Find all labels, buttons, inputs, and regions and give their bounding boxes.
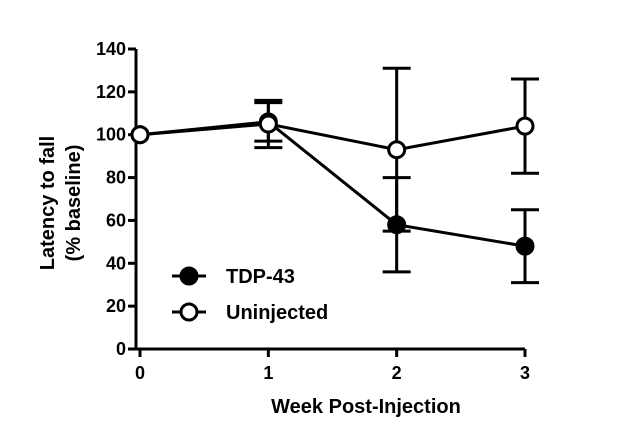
legend: TDP-43 Uninjected — [172, 266, 328, 324]
data-point-1-1 — [258, 114, 278, 134]
y-tick-label-140: 140 — [96, 39, 126, 59]
y-tick-label-60: 60 — [106, 210, 126, 230]
x-axis-ticks: 0 1 2 3 — [135, 349, 530, 383]
y-tick-label-80: 80 — [106, 168, 126, 188]
legend-label-tdp43: TDP-43 — [226, 266, 295, 288]
legend-label-uninjected: Uninjected — [226, 302, 328, 324]
series-line-1 — [139, 122, 526, 152]
data-point-0-3 — [515, 236, 535, 256]
y-tick-label-100: 100 — [96, 125, 126, 145]
y-tick-label-20: 20 — [106, 296, 126, 316]
series-line-0 — [139, 120, 526, 248]
y-axis-title-line2: (% baseline) — [63, 145, 85, 262]
data-point-1-3 — [515, 116, 535, 136]
x-tick-label-2: 2 — [392, 363, 402, 383]
data-point-1-2 — [387, 140, 407, 160]
y-axis-ticks: 0 20 40 60 80 100 120 140 — [96, 39, 136, 359]
x-tick-label-1: 1 — [263, 363, 273, 383]
legend-marker-tdp43 — [179, 266, 199, 286]
y-tick-label-120: 120 — [96, 82, 126, 102]
x-tick-label-3: 3 — [520, 363, 530, 383]
x-tick-label-0: 0 — [135, 363, 145, 383]
y-axis-title-line1: Latency to fall — [37, 136, 59, 270]
axes — [134, 49, 525, 351]
data-point-1-0 — [130, 125, 150, 145]
legend-marker-uninjected — [179, 302, 199, 322]
series-uninjected — [130, 66, 539, 233]
y-tick-label-0: 0 — [116, 339, 126, 359]
x-axis-title: Week Post-Injection — [271, 396, 461, 418]
series-layer — [130, 66, 539, 285]
y-tick-label-40: 40 — [106, 253, 126, 273]
